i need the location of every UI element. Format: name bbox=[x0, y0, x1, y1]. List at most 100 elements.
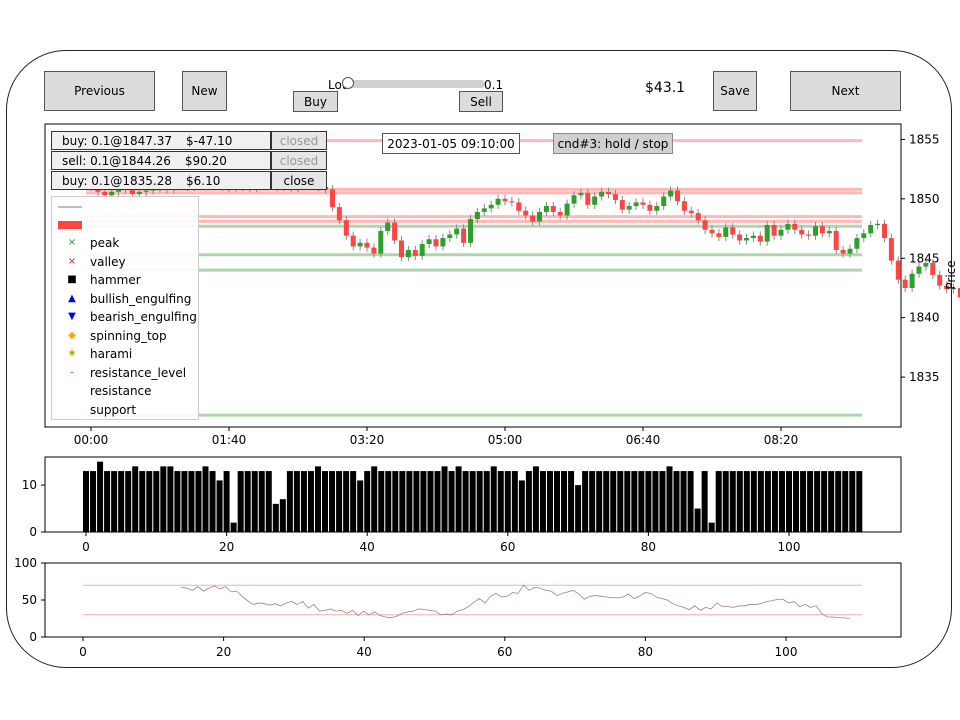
volume-bar bbox=[441, 466, 448, 532]
legend-label: hammer bbox=[90, 273, 141, 287]
volume-bar bbox=[160, 466, 167, 532]
volume-bar bbox=[729, 471, 736, 532]
volume-bar bbox=[673, 471, 680, 532]
volume-bar bbox=[856, 471, 863, 532]
candle-body bbox=[357, 242, 363, 247]
sell-button[interactable]: Sell bbox=[459, 91, 503, 112]
candle-body bbox=[813, 226, 818, 236]
legend-item: ■ hammer bbox=[60, 272, 141, 288]
volume-bar bbox=[90, 471, 97, 532]
lot-slider-track[interactable] bbox=[349, 80, 485, 88]
save-button[interactable]: Save bbox=[713, 71, 757, 111]
order-closed-button[interactable]: closed bbox=[271, 151, 327, 170]
candle-body bbox=[826, 230, 832, 234]
volume-bar bbox=[539, 471, 546, 532]
order-close-button[interactable]: close bbox=[271, 171, 327, 190]
candle-body bbox=[951, 287, 956, 290]
volume-bar bbox=[378, 471, 385, 532]
buy-button[interactable]: Buy bbox=[293, 91, 338, 112]
indicator-xtick-label: 80 bbox=[638, 645, 653, 659]
legend-marker-icon: × bbox=[67, 237, 77, 248]
indicator-line bbox=[181, 584, 850, 619]
volume-bar bbox=[399, 471, 406, 532]
price-xtick-label: 05:00 bbox=[488, 433, 523, 447]
volume-bar bbox=[624, 471, 631, 532]
candle-body bbox=[109, 191, 115, 196]
price-xtick-label: 03:20 bbox=[350, 433, 385, 447]
legend-label: resistance_level bbox=[90, 365, 187, 380]
volume-bar bbox=[821, 471, 828, 532]
candle-body bbox=[523, 210, 529, 216]
legend-marker-icon: ★ bbox=[67, 348, 77, 359]
candle-body bbox=[675, 190, 680, 202]
volume-bar bbox=[476, 471, 483, 532]
volume-bar bbox=[483, 471, 490, 532]
candle-body bbox=[371, 247, 377, 254]
candle-body bbox=[626, 205, 632, 210]
condition-label[interactable]: cnd#3: hold / stop bbox=[553, 133, 673, 154]
price-ytick-label: 1845 bbox=[909, 251, 940, 265]
candle-body bbox=[136, 191, 142, 195]
price-axis-label: Price bbox=[944, 260, 958, 289]
lot-value: 0.1 bbox=[484, 78, 504, 92]
volume-bar bbox=[736, 471, 743, 532]
volume-bar bbox=[174, 471, 181, 532]
candle-body bbox=[895, 260, 901, 280]
candle-body bbox=[709, 229, 715, 234]
volume-bar bbox=[146, 471, 153, 532]
candle-body bbox=[599, 191, 605, 197]
candle-body bbox=[847, 248, 853, 254]
next-button[interactable]: Next bbox=[790, 71, 901, 111]
legend-bar-swatch bbox=[58, 221, 82, 229]
candle-body bbox=[944, 285, 950, 290]
new-button[interactable]: New bbox=[182, 71, 227, 111]
candle-body bbox=[454, 228, 460, 235]
indicator-ytick-label: 0 bbox=[29, 630, 37, 644]
volume-bar bbox=[406, 471, 413, 532]
lot-slider-knob[interactable] bbox=[342, 77, 354, 89]
order-info: sell: 0.1@1844.26 $90.20 bbox=[51, 151, 271, 170]
candle-body bbox=[502, 198, 508, 202]
volume-bar bbox=[554, 471, 561, 532]
candle-body bbox=[688, 210, 694, 214]
candle-body bbox=[723, 227, 729, 237]
previous-button[interactable]: Previous bbox=[44, 71, 155, 111]
volume-bar bbox=[617, 471, 624, 532]
volume-xtick-label: 20 bbox=[219, 540, 234, 554]
volume-bar bbox=[343, 471, 350, 532]
candle-body bbox=[882, 223, 887, 239]
candle-body bbox=[937, 274, 943, 286]
candle-body bbox=[543, 205, 549, 212]
candle-body bbox=[668, 190, 674, 197]
volume-ytick-label: 0 bbox=[29, 525, 37, 539]
candle-body bbox=[923, 263, 929, 267]
legend-marker-icon: ▲ bbox=[68, 292, 76, 304]
volume-bar bbox=[546, 471, 553, 532]
legend-item: ◆ spinning_top bbox=[60, 328, 167, 344]
order-closed-button[interactable]: closed bbox=[271, 131, 327, 150]
candle-body bbox=[102, 191, 108, 196]
candle-body bbox=[661, 196, 667, 206]
volume-bar bbox=[715, 471, 722, 532]
volume-bar bbox=[757, 471, 764, 532]
balance-display: $43.1 bbox=[645, 80, 686, 96]
volume-bar bbox=[842, 471, 849, 532]
candle-body bbox=[633, 202, 639, 206]
volume-bar bbox=[849, 471, 856, 532]
volume-bar bbox=[223, 471, 230, 532]
volume-bar bbox=[392, 471, 399, 532]
candle-body bbox=[440, 238, 446, 247]
candle-body bbox=[930, 263, 936, 275]
candle-body bbox=[447, 234, 453, 239]
volume-bar bbox=[722, 471, 729, 532]
order-info: buy: 0.1@1847.37 $-47.10 bbox=[51, 131, 271, 150]
price-ytick-label: 1840 bbox=[909, 311, 940, 325]
order-table: buy: 0.1@1847.37 $-47.10 closed sell: 0.1… bbox=[51, 131, 327, 191]
indicator-chart: 0 50 100 0 20 40 60 80 100 bbox=[14, 556, 902, 659]
candle-body bbox=[916, 266, 922, 274]
order-row: buy: 0.1@1835.28 $6.10 close bbox=[51, 171, 327, 190]
volume-bar bbox=[525, 471, 532, 532]
candle-body bbox=[399, 240, 404, 258]
volume-bar bbox=[244, 471, 251, 532]
